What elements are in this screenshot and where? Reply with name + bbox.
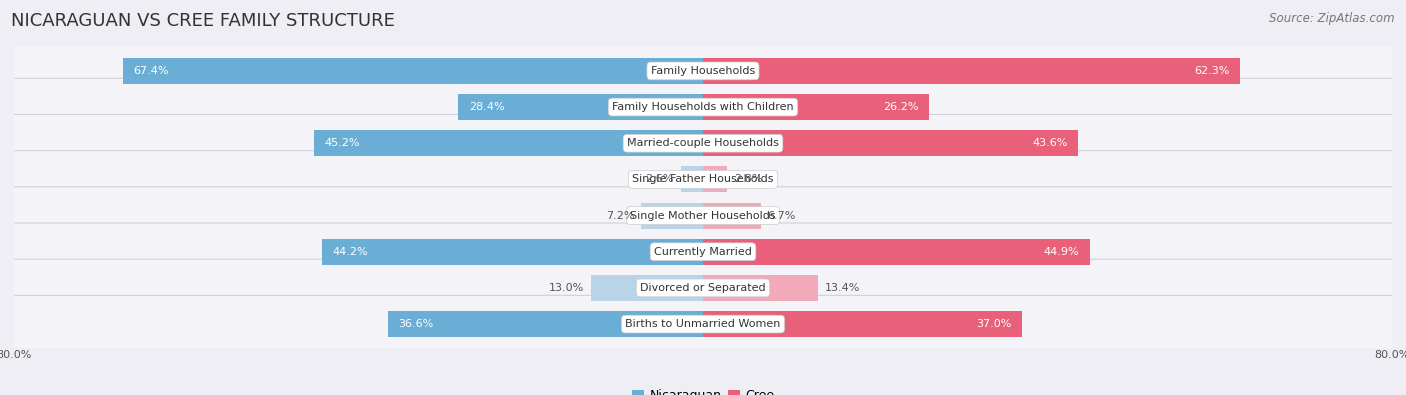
FancyBboxPatch shape [11, 259, 1395, 317]
Text: Source: ZipAtlas.com: Source: ZipAtlas.com [1270, 12, 1395, 25]
Text: Family Households with Children: Family Households with Children [612, 102, 794, 112]
FancyBboxPatch shape [11, 42, 1395, 100]
Bar [703, 94, 928, 120]
Text: Single Mother Households: Single Mother Households [630, 211, 776, 220]
Text: Births to Unmarried Women: Births to Unmarried Women [626, 319, 780, 329]
Text: Single Father Households: Single Father Households [633, 175, 773, 184]
Bar [322, 239, 703, 265]
Bar [703, 203, 761, 229]
Text: 13.0%: 13.0% [548, 283, 583, 293]
Text: 45.2%: 45.2% [323, 138, 360, 148]
Bar [641, 203, 703, 229]
Text: Family Households: Family Households [651, 66, 755, 76]
Text: 13.4%: 13.4% [825, 283, 860, 293]
Text: 7.2%: 7.2% [606, 211, 634, 220]
FancyBboxPatch shape [11, 150, 1395, 208]
Text: Currently Married: Currently Married [654, 247, 752, 257]
Bar [314, 130, 703, 156]
Bar [703, 239, 1090, 265]
Bar [703, 275, 818, 301]
Text: 67.4%: 67.4% [134, 66, 169, 76]
Text: 2.8%: 2.8% [734, 175, 762, 184]
FancyBboxPatch shape [11, 78, 1395, 136]
Text: 37.0%: 37.0% [976, 319, 1011, 329]
FancyBboxPatch shape [11, 115, 1395, 172]
Bar [388, 311, 703, 337]
Text: 44.9%: 44.9% [1043, 247, 1080, 257]
Text: NICARAGUAN VS CREE FAMILY STRUCTURE: NICARAGUAN VS CREE FAMILY STRUCTURE [11, 12, 395, 30]
FancyBboxPatch shape [11, 187, 1395, 245]
Text: 44.2%: 44.2% [333, 247, 368, 257]
Bar [458, 94, 703, 120]
FancyBboxPatch shape [11, 223, 1395, 280]
Bar [681, 166, 703, 192]
FancyBboxPatch shape [11, 295, 1395, 353]
Bar [703, 166, 727, 192]
Text: 43.6%: 43.6% [1033, 138, 1069, 148]
Text: 2.6%: 2.6% [645, 175, 673, 184]
Text: 28.4%: 28.4% [468, 102, 505, 112]
Bar [591, 275, 703, 301]
Text: Divorced or Separated: Divorced or Separated [640, 283, 766, 293]
Bar [703, 58, 1240, 84]
Legend: Nicaraguan, Cree: Nicaraguan, Cree [627, 384, 779, 395]
Bar [703, 130, 1078, 156]
Text: 62.3%: 62.3% [1194, 66, 1229, 76]
Bar [703, 311, 1022, 337]
Text: 36.6%: 36.6% [398, 319, 433, 329]
Text: 26.2%: 26.2% [883, 102, 918, 112]
Text: Married-couple Households: Married-couple Households [627, 138, 779, 148]
Text: 6.7%: 6.7% [768, 211, 796, 220]
Bar [122, 58, 703, 84]
